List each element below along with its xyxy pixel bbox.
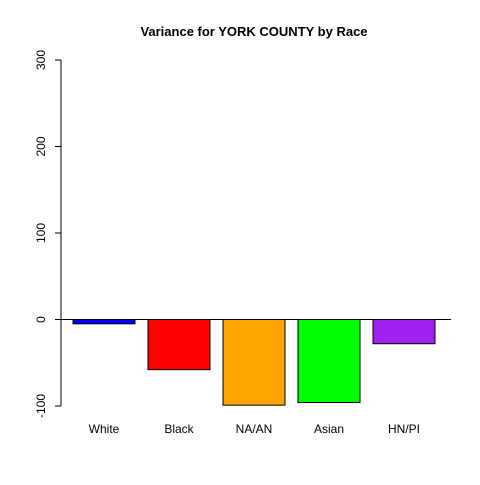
- bar-asian: [297, 319, 361, 404]
- bars-group: [72, 319, 436, 406]
- x-axis-labels: White Black NA/AN Asian HN/PI: [89, 422, 420, 436]
- y-axis: -100 0 100 200 300: [34, 50, 62, 418]
- y-tick-label: 100: [34, 223, 48, 243]
- y-tick-label: 200: [34, 136, 48, 156]
- category-label: White: [89, 422, 120, 436]
- category-label: NA/AN: [236, 422, 273, 436]
- category-label: HN/PI: [388, 422, 420, 436]
- chart-title: Variance for YORK COUNTY by Race: [140, 24, 367, 39]
- category-label: Asian: [314, 422, 344, 436]
- bar-hn-pi: [372, 319, 436, 345]
- category-label: Black: [164, 422, 194, 436]
- y-tick-label: 300: [34, 50, 48, 70]
- y-tick-label: 0: [34, 316, 48, 323]
- bar-white: [72, 319, 136, 325]
- bar-black: [147, 319, 211, 371]
- y-tick-label: -100: [34, 394, 48, 418]
- bar-na-an: [222, 319, 286, 406]
